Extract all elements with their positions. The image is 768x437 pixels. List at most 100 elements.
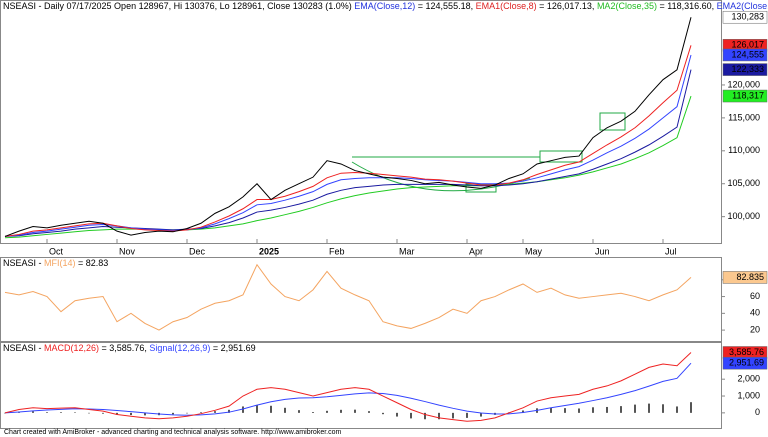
title-segment: EMA(Close,12) <box>354 1 415 11</box>
title-segment: NSEASI - <box>3 258 44 268</box>
x-tick-label: Jul <box>665 246 677 256</box>
histogram-bar <box>4 412 6 414</box>
title-segment: = 118,316.60, <box>657 1 717 11</box>
x-tick-label: Apr <box>469 246 483 256</box>
pane-title: NSEASI - MACD(12,26) = 3,585.76, Signal(… <box>3 343 256 353</box>
value-marker-label: 124,555 <box>731 49 764 59</box>
pane-title: NSEASI - Daily 07/17/2025 Open 128967, H… <box>3 1 768 11</box>
histogram-bar <box>32 411 34 413</box>
title-segment: MACD(12,26) <box>44 343 99 353</box>
y-tick-label: 40 <box>750 308 760 318</box>
histogram-bar <box>312 412 314 413</box>
value-marker <box>722 48 768 62</box>
histogram-bar <box>466 412 468 418</box>
histogram-bar <box>606 406 608 413</box>
histogram-bar <box>438 412 440 420</box>
histogram-bar <box>228 409 230 413</box>
value-marker-label: 3,585.76 <box>729 347 764 357</box>
y-tick-label: 100,000 <box>727 211 760 221</box>
value-marker-label: 130,283 <box>731 12 764 22</box>
histogram-bar <box>480 412 482 417</box>
title-segment: NSEASI - Daily 07/17/2025 Open 128967, H… <box>3 1 354 11</box>
x-tick-label: Jun <box>595 246 610 256</box>
title-segment: Signal(12,26,9) <box>149 343 210 353</box>
histogram-bar <box>298 410 300 413</box>
histogram-bar <box>326 410 328 413</box>
histogram-bar <box>200 412 202 413</box>
title-segment: = 2,951.69 <box>210 343 255 353</box>
histogram-bar <box>592 407 594 413</box>
histogram-bar <box>74 412 76 413</box>
title-segment: = 124,555.18, <box>415 1 475 11</box>
histogram-bar <box>186 412 188 414</box>
y-tick-label: 110,000 <box>728 145 760 155</box>
series-line <box>4 352 692 422</box>
y-tick-label: 20 <box>750 324 760 334</box>
histogram-bar <box>130 412 132 416</box>
histogram-bar <box>102 412 104 414</box>
histogram-bar <box>256 404 258 413</box>
x-tick-label: Nov <box>119 246 136 256</box>
histogram-bar <box>396 412 398 417</box>
histogram-bar <box>676 406 678 413</box>
title-segment: MA2(Close,35) <box>597 1 657 11</box>
histogram-bar <box>60 412 62 413</box>
y-tick-label: 2,000 <box>737 374 760 384</box>
value-marker <box>722 10 768 24</box>
series-line <box>4 17 692 237</box>
histogram-bar <box>452 412 454 419</box>
mfi-pane <box>0 257 722 342</box>
series-line <box>4 263 692 331</box>
x-tick-label: Feb <box>329 246 345 256</box>
value-marker <box>722 356 768 370</box>
histogram-bar <box>172 412 174 415</box>
macd-pane <box>0 342 722 429</box>
value-marker-label: 2,951.69 <box>729 358 764 368</box>
histogram-bar <box>214 411 216 413</box>
title-segment: = 82.83 <box>76 258 109 268</box>
pattern-box <box>599 112 626 131</box>
series-line <box>4 95 692 239</box>
histogram-bar <box>410 412 412 419</box>
histogram-bar <box>648 403 650 413</box>
histogram-bar <box>340 409 342 413</box>
value-marker-label: 126,017 <box>731 40 764 50</box>
x-tick-label: May <box>525 246 543 256</box>
pattern-box <box>539 150 583 163</box>
histogram-bar <box>382 412 384 415</box>
y-tick-label: 105,000 <box>727 178 760 188</box>
histogram-bar <box>144 412 146 416</box>
value-marker-label: 82.835 <box>736 272 764 282</box>
histogram-bar <box>634 404 636 413</box>
value-marker-label: 122,333 <box>731 64 764 74</box>
title-segment: NSEASI - <box>3 343 44 353</box>
value-marker <box>722 271 768 284</box>
histogram-bar <box>116 412 118 415</box>
x-tick-label: Oct <box>49 246 64 256</box>
title-segment: = 3,585.76, <box>99 343 149 353</box>
series-line <box>4 45 692 237</box>
series-line <box>4 362 692 416</box>
x-tick-label: Dec <box>189 246 206 256</box>
value-marker-label: 118,317 <box>732 90 764 100</box>
title-segment: EMA1(Close,8) <box>476 1 537 11</box>
y-tick-label: 115,000 <box>728 112 760 122</box>
value-marker <box>722 63 768 76</box>
x-tick-label: 2025 <box>259 246 279 256</box>
histogram-bar <box>550 407 552 413</box>
histogram-bar <box>368 411 370 413</box>
histogram-bar <box>284 407 286 413</box>
y-tick-label: 1,000 <box>737 390 760 400</box>
histogram-bar <box>578 408 580 413</box>
y-tick-label: 0 <box>755 407 760 417</box>
title-segment: MFI(14) <box>44 258 76 268</box>
price-pane <box>0 0 722 244</box>
histogram-bar <box>46 412 48 413</box>
y-tick-label: 60 <box>750 291 760 301</box>
histogram-bar <box>270 405 272 413</box>
x-tick-label: Mar <box>399 246 415 256</box>
histogram-bar <box>522 410 524 413</box>
title-segment: = 126,017.13, <box>537 1 597 11</box>
histogram-bar <box>620 406 622 413</box>
